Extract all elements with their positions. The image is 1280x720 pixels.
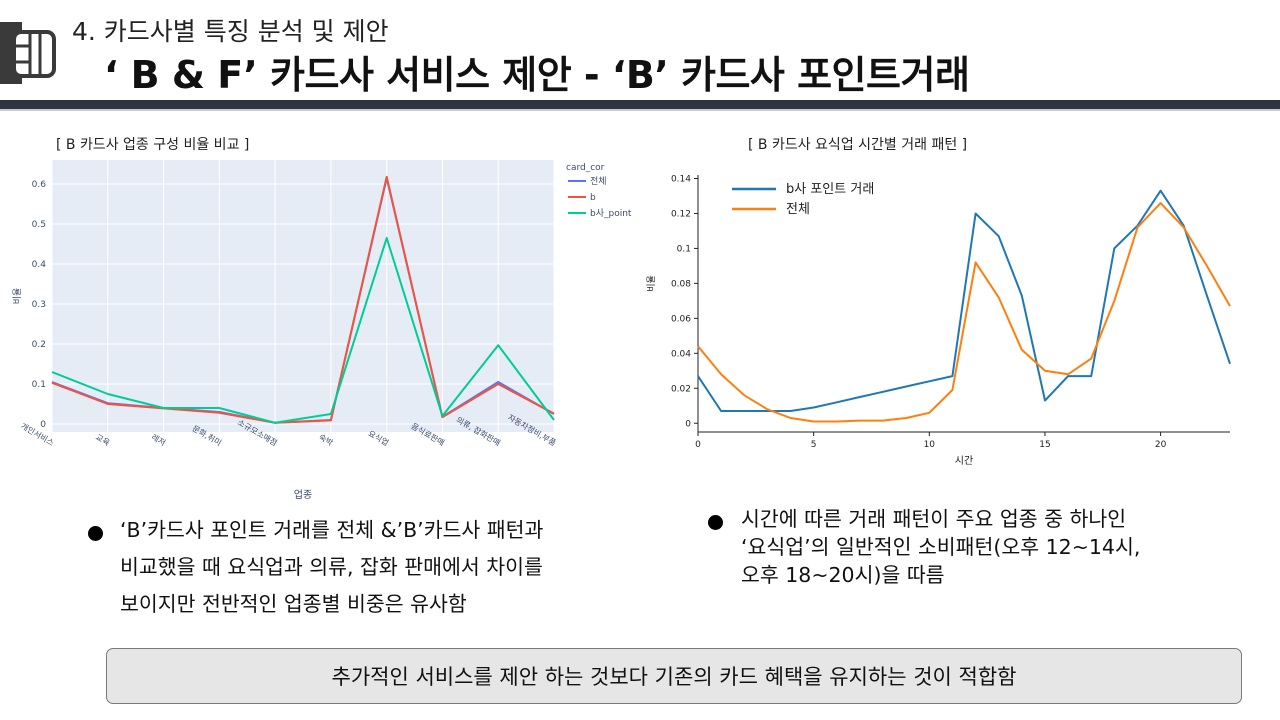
x-tick-label: 교육	[94, 433, 111, 448]
x-axis-label: 업종	[294, 488, 312, 501]
y-tick-label: 0.02	[671, 384, 691, 394]
section-label: 4. 카드사별 특징 분석 및 제안	[72, 17, 389, 46]
chart1-title: [ B 카드사 업종 구성 비율 비교 ]	[56, 137, 250, 153]
left-bullet-line: ‘B’카드사 포인트 거래를 전체 &’B’카드사 패턴과	[120, 518, 544, 542]
right-bullet-line: 시간에 따른 거래 패턴이 주요 업종 중 하나인	[741, 507, 1127, 531]
series-line	[51, 237, 555, 424]
legend-label: b사_point	[590, 208, 632, 219]
header-divider	[0, 100, 1280, 109]
y-tick-label: 0	[40, 420, 46, 430]
conclusion-box: 추가적인 서비스를 제안 하는 것보다 기존의 카드 혜택을 유지하는 것이 적…	[106, 648, 1242, 704]
x-axis-label: 시간	[955, 455, 973, 467]
x-tick-label: 숙박	[317, 432, 335, 448]
series-line	[697, 202, 1231, 423]
y-tick-label: 0.2	[32, 340, 46, 350]
plot-background	[52, 160, 554, 432]
x-tick-label: 레저	[150, 433, 167, 448]
card-chip-icon	[0, 22, 56, 84]
y-axis-label: 비율	[646, 275, 657, 292]
chart2-title: [ B 카드사 요식업 시간별 거래 패턴 ]	[748, 137, 968, 153]
y-tick-label: 0.4	[32, 260, 47, 270]
y-axis-label: 비율	[12, 288, 23, 305]
y-tick-label: 0.08	[671, 279, 691, 289]
x-tick-label: 개인서비스	[19, 421, 56, 448]
y-tick-label: 0.04	[671, 349, 691, 359]
x-tick-label: 15	[1039, 440, 1050, 450]
y-tick-label: 0.6	[32, 180, 47, 190]
page-title: ‘ B & F’ 카드사 서비스 제안 - ‘B’ 카드사 포인트거래	[104, 53, 970, 97]
right-bullet-line: 오후 18~20시)을 따름	[741, 563, 945, 587]
y-tick-label: 0.12	[671, 209, 691, 219]
left-bullet: ‘B’카드사 포인트 거래를 전체 &’B’카드사 패턴과 비교했을 때 요식업…	[88, 512, 628, 626]
left-bullet-line: 비교했을 때 요식업과 의류, 잡화 판매에서 차이를	[120, 555, 543, 579]
legend-label: 전체	[786, 202, 810, 217]
y-tick-label: 0.14	[671, 174, 691, 184]
legend-label: b	[590, 193, 596, 203]
x-tick-label: 0	[695, 440, 701, 450]
x-tick-label: 5	[811, 440, 817, 450]
header-divider-accent	[0, 109, 1280, 111]
bullet-dot	[88, 526, 103, 541]
series-line	[697, 189, 1231, 412]
series-line	[51, 175, 555, 424]
bullet-dot	[708, 515, 723, 530]
y-tick-label: 0	[685, 419, 691, 429]
x-tick-label: 20	[1155, 440, 1167, 450]
y-tick-label: 0.1	[32, 380, 46, 390]
conclusion-text: 추가적인 서비스를 제안 하는 것보다 기존의 카드 혜택을 유지하는 것이 적…	[331, 665, 1017, 689]
y-tick-label: 0.5	[32, 220, 46, 230]
y-tick-label: 0.1	[677, 244, 691, 254]
legend-label: b사 포인트 거래	[786, 182, 874, 197]
x-tick-label: 10	[924, 440, 936, 450]
right-bullet-line: ‘요식업’의 일반적인 소비패턴(오후 12~14시,	[741, 535, 1141, 559]
legend-label: 전체	[590, 176, 607, 187]
y-tick-label: 0.3	[32, 300, 46, 310]
right-bullet: 시간에 따른 거래 패턴이 주요 업종 중 하나인 ‘요식업’의 일반적인 소비…	[708, 505, 1228, 595]
y-tick-label: 0.06	[671, 314, 691, 324]
legend-title: card_cor	[566, 163, 605, 173]
left-bullet-line: 보이지만 전반적인 업종별 비중은 유사함	[120, 592, 467, 616]
hourly-pattern-chart: 0 0.02 0.04 0.06 0.08 0.1 0.12 0.14 0 5 10 15 20 시간 비율…	[646, 174, 1231, 467]
